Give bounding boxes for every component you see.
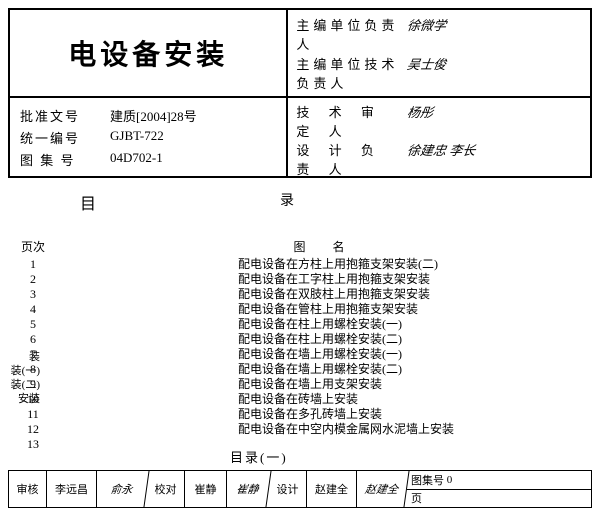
signer-value: 徐微学 (404, 15, 448, 53)
toc-row: 8配电设备在墙上用螺栓安装(二) (8, 362, 592, 377)
toc-name: 配电设备在多孔砖墙上安装 (58, 407, 592, 422)
toc-page: 11 (8, 407, 58, 422)
foot-k: 校对 (147, 471, 185, 507)
toc-row: 3配电设备在双肢柱上用抱箍支架安装 (8, 287, 592, 302)
toc-page: 12 (8, 422, 58, 437)
fragment-line: 装(二) (0, 378, 40, 392)
foot-k: 审核 (9, 471, 47, 507)
signer-label: 主编单位负责人 (296, 15, 406, 53)
title-block-footer: 审核 李远昌 俞永 校对 崔静 崔静 设计 赵建全 赵建全 图集号 0 页 (8, 470, 592, 508)
toc-name: 配电设备在墙上用螺栓安装(二) (58, 362, 592, 377)
signer-row: 主编单位技术负责人 吴士俊 (296, 54, 582, 92)
approvers: 技 术 审 定 人杨彤 设 计 负 责 人徐建忠 李长 (288, 98, 590, 176)
toc-name: 配电设备在方柱上用抱箍支架安装(二) (58, 257, 592, 272)
fragment-line: 装 (0, 350, 40, 364)
doc-codes: 批准文号建质[2004]28号 统一编号GJBT-722 图 集 号04D702… (10, 98, 288, 176)
col-page: 页次 (8, 238, 58, 255)
toc-page: 13 (8, 437, 58, 452)
fragment-line: 装(一) (0, 364, 40, 378)
toc-row: 13 (8, 437, 592, 452)
code-label: 批准文号 (20, 106, 110, 125)
approver-label: 技 术 审 定 人 (296, 102, 406, 140)
toc-name: 配电设备在双肢柱上用抱箍支架安装 (58, 287, 592, 302)
toc-name: 配电设备在柱上用螺栓安装(二) (58, 332, 592, 347)
toc-header-row: 页次 图 名 (8, 238, 592, 255)
col-name: 图 名 (58, 238, 592, 255)
toc-body: 1配电设备在方柱上用抱箍支架安装(二)2配电设备在工字柱上用抱箍支架安装3配电设… (8, 257, 592, 452)
toc-name: 配电设备在墙上用支架安装 (58, 377, 592, 392)
foot-v: 李远昌 (47, 471, 97, 507)
footer-title: 目录(一) (230, 447, 288, 466)
toc-heading-lu: 录 (280, 190, 314, 210)
approver-value: 徐建忠 李长 (404, 140, 478, 178)
toc-page: 6 (8, 332, 58, 347)
toc-page: 5 (8, 317, 58, 332)
toc-heading-mu: 目 (80, 190, 108, 214)
toc-name: 配电设备在管柱上用抱箍支架安装 (58, 302, 592, 317)
toc-row: 6配电设备在柱上用螺栓安装(二) (8, 332, 592, 347)
document-title: 电设备安装 (68, 33, 228, 73)
fragment-line: 安装 (0, 392, 40, 406)
code-label: 统一编号 (20, 128, 110, 147)
toc-row: 9配电设备在墙上用支架安装 (8, 377, 592, 392)
toc-page: 1 (8, 257, 58, 272)
toc-page: 4 (8, 302, 58, 317)
foot-right: 图集号 0 页 (407, 471, 591, 507)
code-value: 04D702-1 (110, 150, 163, 169)
toc-row: 7配电设备在墙上用螺栓安装(一) (8, 347, 592, 362)
foot-v: 崔静 (185, 471, 227, 507)
foot-rk: 图集号 (411, 472, 444, 488)
signer-row: 主编单位负责人 徐微学 (296, 15, 582, 53)
toc-name: 配电设备在砖墙上安装 (58, 392, 592, 407)
signers-cell: 主编单位负责人 徐微学 主编单位技术负责人 吴士俊 (288, 10, 590, 96)
toc-row: 1配电设备在方柱上用抱箍支架安装(二) (8, 257, 592, 272)
toc-name: 配电设备在中空内模金属网水泥墙上安装 (58, 422, 592, 437)
toc-row: 2配电设备在工字柱上用抱箍支架安装 (8, 272, 592, 287)
toc-name: 配电设备在工字柱上用抱箍支架安装 (58, 272, 592, 287)
title-cell: 电设备安装 (10, 10, 288, 96)
left-fragment: 装装(一)装(二)安装 (0, 350, 40, 406)
toc-row: 4配电设备在管柱上用抱箍支架安装 (8, 302, 592, 317)
foot-rv: 0 (447, 474, 453, 486)
code-value: 建质[2004]28号 (110, 106, 197, 125)
toc-row: 12配电设备在中空内模金属网水泥墙上安装 (8, 422, 592, 437)
signer-label: 主编单位技术负责人 (296, 54, 406, 92)
toc-page: 3 (8, 287, 58, 302)
foot-v: 崔静 (224, 471, 271, 507)
toc-row: 11配电设备在多孔砖墙上安装 (8, 407, 592, 422)
foot-k: 设计 (269, 471, 307, 507)
meta-block: 批准文号建质[2004]28号 统一编号GJBT-722 图 集 号04D702… (8, 98, 592, 178)
signer-value: 吴士俊 (404, 54, 448, 92)
foot-v: 赵建全 (307, 471, 357, 507)
code-label: 图 集 号 (20, 150, 110, 169)
foot-rk: 页 (411, 490, 422, 506)
approver-value: 杨彤 (404, 102, 435, 140)
toc-row: 5配电设备在柱上用螺栓安装(一) (8, 317, 592, 332)
toc-table: 页次 图 名 1配电设备在方柱上用抱箍支架安装(二)2配电设备在工字柱上用抱箍支… (8, 238, 592, 468)
toc-page: 2 (8, 272, 58, 287)
toc-name (58, 437, 592, 452)
toc-name: 配电设备在墙上用螺栓安装(一) (58, 347, 592, 362)
toc-row: 10配电设备在砖墙上安装 (8, 392, 592, 407)
foot-v: 俞永 (94, 471, 149, 507)
foot-v: 赵建全 (354, 471, 409, 507)
toc-name: 配电设备在柱上用螺栓安装(一) (58, 317, 592, 332)
code-value: GJBT-722 (110, 128, 164, 147)
approver-label: 设 计 负 责 人 (296, 140, 406, 178)
title-block: 电设备安装 主编单位负责人 徐微学 主编单位技术负责人 吴士俊 (8, 8, 592, 98)
